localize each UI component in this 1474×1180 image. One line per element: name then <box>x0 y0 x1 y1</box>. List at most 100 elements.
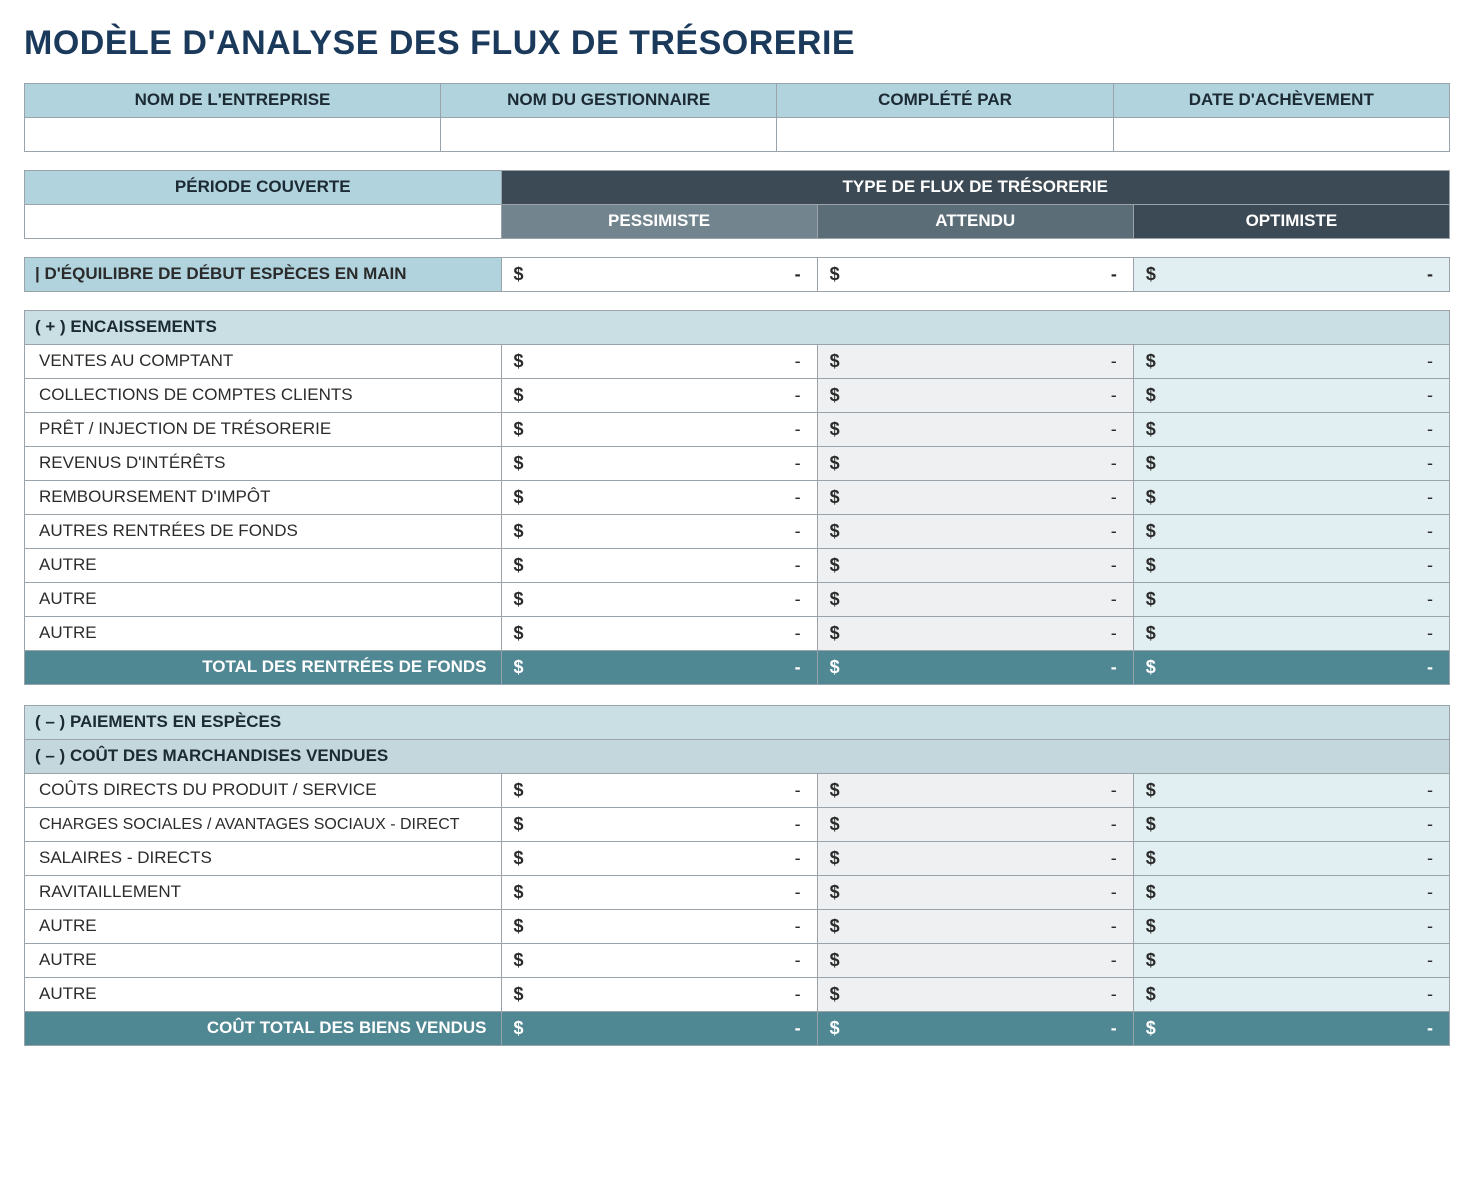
receipts-table: ( + ) ENCAISSEMENTS VENTES AU COMPTANT $… <box>24 310 1450 685</box>
opening-balance-pessimiste[interactable]: $- <box>502 258 817 291</box>
info-header-company: NOM DE L'ENTREPRISE <box>25 85 440 116</box>
cell-pessimiste[interactable]: $- <box>502 910 817 943</box>
cell-attendu[interactable]: $- <box>818 617 1133 650</box>
cell-pessimiste[interactable]: $- <box>502 481 817 514</box>
cell-pessimiste[interactable]: $- <box>502 583 817 616</box>
cell-attendu[interactable]: $- <box>818 515 1133 548</box>
cell-attendu[interactable]: $- <box>818 910 1133 943</box>
table-row: COÛTS DIRECTS DU PRODUIT / SERVICE $- $-… <box>25 774 1450 808</box>
flow-type-header: TYPE DE FLUX DE TRÉSORERIE <box>502 172 1450 203</box>
cell-pessimiste[interactable]: $- <box>502 515 817 548</box>
cell-optimiste[interactable]: $- <box>1134 413 1449 446</box>
cell-optimiste[interactable]: $- <box>1134 944 1449 977</box>
receipts-total-optimiste: $- <box>1134 651 1449 684</box>
table-row: AUTRE $- $- $- <box>25 617 1450 651</box>
cell-attendu[interactable]: $- <box>818 549 1133 582</box>
cell-pessimiste[interactable]: $- <box>502 447 817 480</box>
opening-balance-table: | D'ÉQUILIBRE DE DÉBUT ESPÈCES EN MAIN $… <box>24 257 1450 292</box>
table-row: AUTRE $- $- $- <box>25 549 1450 583</box>
cell-pessimiste[interactable]: $- <box>502 808 817 841</box>
receipts-total-row: TOTAL DES RENTRÉES DE FONDS $- $- $- <box>25 651 1450 685</box>
info-value-by[interactable] <box>777 129 1112 141</box>
cell-optimiste[interactable]: $- <box>1134 617 1449 650</box>
cell-optimiste[interactable]: $- <box>1134 549 1449 582</box>
cell-optimiste[interactable]: $- <box>1134 481 1449 514</box>
period-scenario-table: PÉRIODE COUVERTE TYPE DE FLUX DE TRÉSORE… <box>24 170 1450 239</box>
receipts-total-label: TOTAL DES RENTRÉES DE FONDS <box>25 652 501 683</box>
cell-optimiste[interactable]: $- <box>1134 447 1449 480</box>
row-label: PRÊT / INJECTION DE TRÉSORERIE <box>25 414 501 445</box>
cell-pessimiste[interactable]: $- <box>502 876 817 909</box>
table-row: VENTES AU COMPTANT $- $- $- <box>25 345 1450 379</box>
receipts-total-attendu: $- <box>818 651 1133 684</box>
cell-optimiste[interactable]: $- <box>1134 774 1449 807</box>
cell-pessimiste[interactable]: $- <box>502 379 817 412</box>
period-value[interactable] <box>25 216 501 228</box>
cell-pessimiste[interactable]: $- <box>502 944 817 977</box>
row-label: CHARGES SOCIALES / AVANTAGES SOCIAUX - D… <box>25 811 501 839</box>
payments-header: ( – ) PAIEMENTS EN ESPÈCES <box>25 707 1449 738</box>
cell-pessimiste[interactable]: $- <box>502 345 817 378</box>
scenario-pessimiste: PESSIMISTE <box>502 206 817 237</box>
cell-attendu[interactable]: $- <box>818 876 1133 909</box>
cell-attendu[interactable]: $- <box>818 842 1133 875</box>
row-label: AUTRES RENTRÉES DE FONDS <box>25 516 501 547</box>
cell-optimiste[interactable]: $- <box>1134 345 1449 378</box>
row-label: AUTRE <box>25 584 501 615</box>
table-row: AUTRE $- $- $- <box>25 978 1450 1012</box>
table-row: AUTRES RENTRÉES DE FONDS $- $- $- <box>25 515 1450 549</box>
cell-optimiste[interactable]: $- <box>1134 379 1449 412</box>
cell-pessimiste[interactable]: $- <box>502 413 817 446</box>
cell-optimiste[interactable]: $- <box>1134 515 1449 548</box>
cogs-header: ( – ) COÛT DES MARCHANDISES VENDUES <box>25 741 1449 772</box>
table-row: AUTRE $- $- $- <box>25 583 1450 617</box>
row-label: REVENUS D'INTÉRÊTS <box>25 448 501 479</box>
cell-optimiste[interactable]: $- <box>1134 583 1449 616</box>
info-header-by: COMPLÉTÉ PAR <box>777 85 1112 116</box>
cell-pessimiste[interactable]: $- <box>502 617 817 650</box>
row-label: AUTRE <box>25 550 501 581</box>
row-label: SALAIRES - DIRECTS <box>25 843 501 874</box>
row-label: COLLECTIONS DE COMPTES CLIENTS <box>25 380 501 411</box>
payments-table: ( – ) PAIEMENTS EN ESPÈCES ( – ) COÛT DE… <box>24 705 1450 1046</box>
info-value-company[interactable] <box>25 129 440 141</box>
cell-attendu[interactable]: $- <box>818 447 1133 480</box>
row-label: AUTRE <box>25 911 501 942</box>
cell-optimiste[interactable]: $- <box>1134 808 1449 841</box>
table-row: PRÊT / INJECTION DE TRÉSORERIE $- $- $- <box>25 413 1450 447</box>
cell-attendu[interactable]: $- <box>818 481 1133 514</box>
cogs-total-label: COÛT TOTAL DES BIENS VENDUS <box>25 1013 501 1044</box>
info-value-date[interactable] <box>1114 129 1449 141</box>
table-row: CHARGES SOCIALES / AVANTAGES SOCIAUX - D… <box>25 808 1450 842</box>
info-table: NOM DE L'ENTREPRISE NOM DU GESTIONNAIRE … <box>24 83 1450 152</box>
cell-attendu[interactable]: $- <box>818 978 1133 1011</box>
cell-optimiste[interactable]: $- <box>1134 876 1449 909</box>
cell-attendu[interactable]: $- <box>818 808 1133 841</box>
cell-attendu[interactable]: $- <box>818 774 1133 807</box>
row-label: COÛTS DIRECTS DU PRODUIT / SERVICE <box>25 775 501 806</box>
cell-optimiste[interactable]: $- <box>1134 842 1449 875</box>
table-row: SALAIRES - DIRECTS $- $- $- <box>25 842 1450 876</box>
scenario-optimiste: OPTIMISTE <box>1134 206 1449 237</box>
cell-attendu[interactable]: $- <box>818 345 1133 378</box>
cell-attendu[interactable]: $- <box>818 379 1133 412</box>
cell-pessimiste[interactable]: $- <box>502 549 817 582</box>
cell-pessimiste[interactable]: $- <box>502 774 817 807</box>
cell-pessimiste[interactable]: $- <box>502 842 817 875</box>
row-label: AUTRE <box>25 945 501 976</box>
cell-attendu[interactable]: $- <box>818 583 1133 616</box>
cogs-total-attendu: $- <box>818 1012 1133 1045</box>
cell-attendu[interactable]: $- <box>818 944 1133 977</box>
row-label: AUTRE <box>25 618 501 649</box>
cell-pessimiste[interactable]: $- <box>502 978 817 1011</box>
cell-attendu[interactable]: $- <box>818 413 1133 446</box>
info-value-manager[interactable] <box>441 129 776 141</box>
opening-balance-optimiste[interactable]: $- <box>1134 258 1449 291</box>
cell-optimiste[interactable]: $- <box>1134 910 1449 943</box>
cell-optimiste[interactable]: $- <box>1134 978 1449 1011</box>
opening-balance-attendu[interactable]: $- <box>818 258 1133 291</box>
receipts-header: ( + ) ENCAISSEMENTS <box>25 312 1449 343</box>
cogs-total-optimiste: $- <box>1134 1012 1449 1045</box>
row-label: AUTRE <box>25 979 501 1010</box>
table-row: COLLECTIONS DE COMPTES CLIENTS $- $- $- <box>25 379 1450 413</box>
